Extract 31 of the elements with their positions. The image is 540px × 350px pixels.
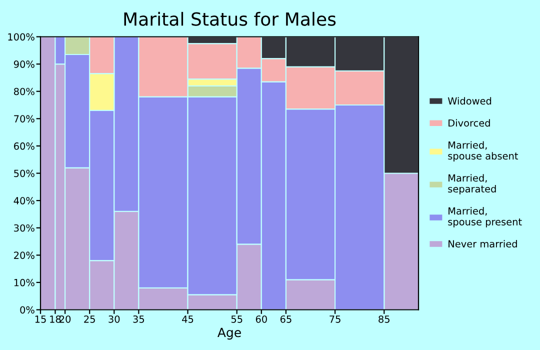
y-tick-label: 50% bbox=[14, 170, 34, 178]
x-tick-label: 45 bbox=[182, 316, 194, 323]
y-tick-label: 20% bbox=[14, 252, 34, 259]
chart-title: Marital Status for Males bbox=[124, 12, 336, 26]
x-tick-label: 65 bbox=[280, 315, 292, 323]
legend-label: Married, spouse present bbox=[448, 207, 522, 228]
x-tick-label: 60 bbox=[256, 315, 267, 323]
legend-label: Never married bbox=[448, 240, 517, 248]
x-tick-label: 25 bbox=[84, 315, 95, 323]
x-tick-label: 18 bbox=[50, 315, 61, 323]
x-tick-label: 55 bbox=[231, 316, 242, 323]
x-tick-label: 35 bbox=[133, 315, 144, 323]
x-tick-label: 75 bbox=[330, 316, 340, 323]
y-tick-label: 60% bbox=[14, 142, 34, 150]
y-tick-label: 40% bbox=[14, 197, 34, 204]
x-axis-title: Age bbox=[218, 328, 241, 340]
y-tick-label: 70% bbox=[14, 115, 34, 122]
legend-label: Widowed bbox=[448, 97, 492, 105]
x-tick-label: 20 bbox=[60, 315, 71, 323]
legend-label: Married, spouse absent bbox=[448, 141, 518, 162]
y-tick-label: 100% bbox=[8, 33, 34, 41]
y-tick-label: 30% bbox=[14, 224, 34, 232]
y-tick-label: 10% bbox=[14, 278, 34, 286]
x-tick-label: 15 bbox=[35, 316, 46, 323]
x-tick-label: 85 bbox=[378, 315, 390, 323]
legend-label: Divorced bbox=[448, 119, 490, 127]
y-tick-label: 0% bbox=[20, 306, 34, 314]
y-tick-label: 90% bbox=[14, 60, 34, 68]
y-tick-label: 80% bbox=[14, 88, 34, 96]
x-tick-label: 30 bbox=[108, 315, 120, 323]
legend-label: Married, separated bbox=[448, 174, 496, 194]
